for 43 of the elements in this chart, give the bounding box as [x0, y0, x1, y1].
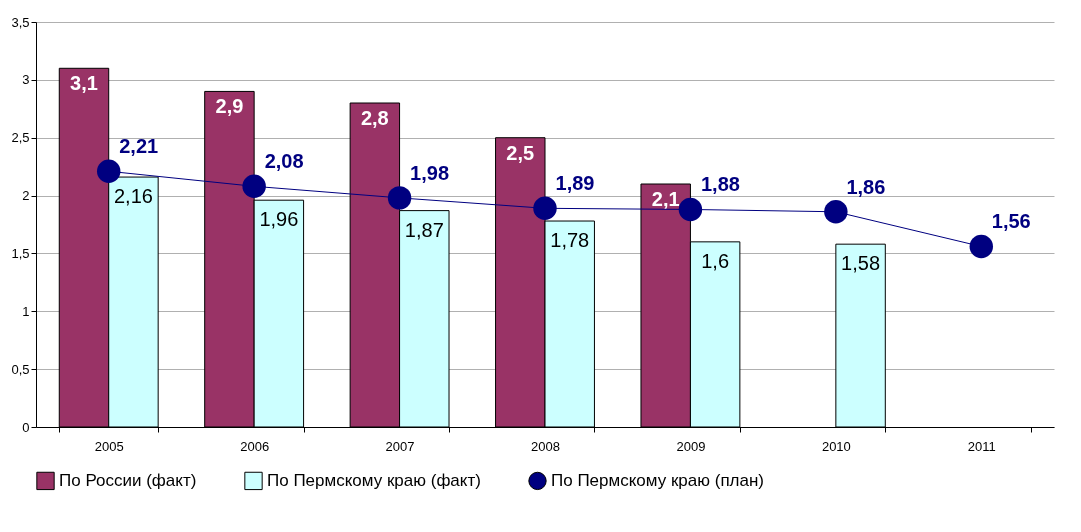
y-tick-label: 1 [22, 303, 30, 319]
legend-label: По Пермскому краю (факт) [267, 470, 481, 490]
point [96, 159, 121, 183]
data-label: 2,08 [264, 150, 304, 173]
y-tick-label: 1,5 [11, 245, 30, 261]
legend-label: По Пермскому краю (план) [551, 470, 765, 490]
y-tick-label: 2,5 [11, 130, 30, 146]
data-label: 1,88 [700, 173, 740, 196]
point [533, 196, 557, 220]
data-label: 2,9 [215, 95, 244, 118]
x-tick-label: 2011 [967, 438, 996, 454]
point [242, 174, 266, 199]
data-label: 1,58 [841, 252, 881, 275]
point [678, 197, 703, 222]
legend-label: По России (факт) [59, 470, 197, 490]
y-tick-label: 0 [22, 419, 30, 435]
y-tick-label: 3 [22, 72, 30, 88]
data-label: 2,1 [651, 188, 680, 210]
data-label: 2,8 [360, 107, 389, 129]
data-label: 1,89 [555, 172, 595, 195]
y-tick-label: 2 [22, 188, 30, 204]
data-label: 2,16 [113, 185, 153, 208]
data-label: 1,86 [846, 175, 886, 198]
data-label: 1,98 [410, 161, 450, 184]
data-label: 1,6 [701, 249, 730, 272]
data-label: 1,56 [991, 210, 1031, 233]
point [824, 200, 848, 224]
data-label: 2,5 [506, 141, 535, 164]
x-tick-label: 2007 [385, 438, 415, 454]
data-label: 1,87 [404, 218, 444, 241]
point [387, 186, 412, 210]
data-label: 1,96 [259, 208, 299, 231]
x-tick-label: 2005 [94, 438, 124, 454]
x-tick-label: 2010 [821, 438, 851, 454]
data-label: 2,21 [119, 135, 159, 158]
data-label: 3,1 [70, 72, 98, 95]
data-label: 1,78 [550, 229, 590, 252]
x-tick-label: 2008 [531, 438, 560, 454]
x-tick-label: 2009 [676, 438, 706, 454]
x-tick-label: 2006 [240, 438, 270, 454]
y-tick-label: 0,5 [11, 361, 30, 377]
y-tick-label: 3,5 [11, 14, 30, 30]
point [969, 234, 994, 259]
